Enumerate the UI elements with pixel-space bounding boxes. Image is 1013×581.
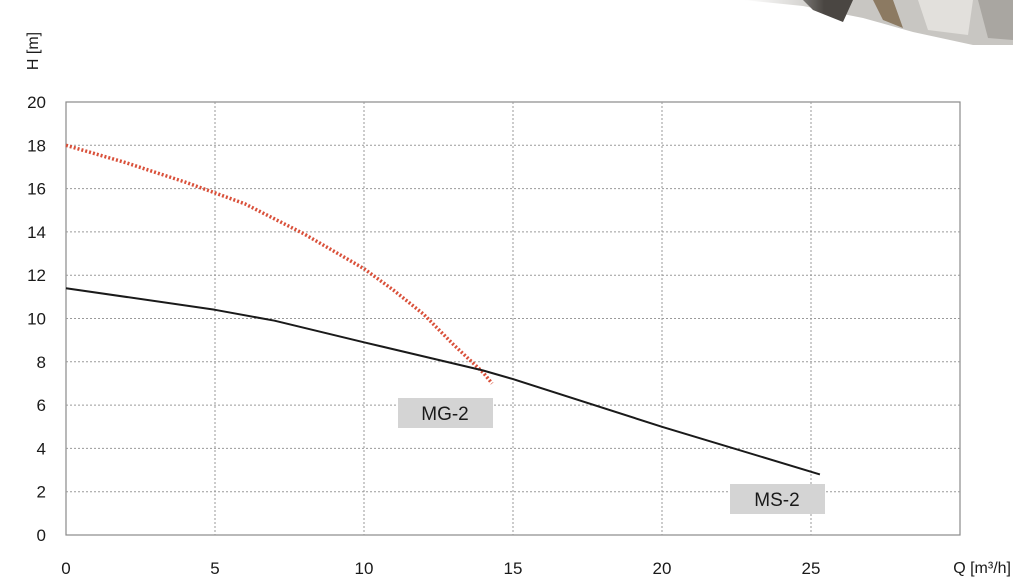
x-axis-title: Q [m³/h] — [953, 560, 1011, 577]
x-tick-label: 10 — [355, 559, 374, 578]
x-tick-label: 25 — [802, 559, 821, 578]
y-tick-labels: 0 2 4 6 8 10 12 14 16 18 20 — [27, 93, 46, 545]
y-tick-label: 2 — [37, 483, 46, 502]
series-label-mg-2-background — [398, 398, 493, 428]
y-tick-label: 16 — [27, 180, 46, 199]
y-grid-lines — [66, 144, 960, 493]
y-tick-label: 14 — [27, 223, 46, 242]
corner-photo-fragment — [743, 0, 1013, 45]
series-label-mg-2-text: MG-2 — [421, 404, 469, 425]
x-tick-label: 0 — [61, 559, 70, 578]
series-label-ms-2-background — [730, 484, 825, 514]
y-tick-label: 20 — [27, 93, 46, 112]
y-tick-label: 0 — [37, 526, 46, 545]
y-tick-label: 4 — [37, 439, 46, 458]
y-tick-label: 8 — [37, 353, 46, 372]
series-label-ms-2: MS-2 — [730, 484, 825, 514]
y-tick-label: 18 — [27, 136, 46, 155]
x-tick-labels: 0 5 10 15 20 25 — [61, 559, 820, 578]
y-axis-title: H [m] — [25, 32, 42, 70]
x-tick-label: 15 — [504, 559, 523, 578]
x-tick-label: 5 — [210, 559, 219, 578]
y-tick-label: 10 — [27, 310, 46, 329]
series-label-ms-2-text: MS-2 — [754, 490, 799, 511]
y-tick-label: 6 — [37, 396, 46, 415]
y-tick-label: 12 — [27, 266, 46, 285]
series-line-ms-2 — [65, 287, 821, 476]
x-tick-label: 20 — [653, 559, 672, 578]
series-layer — [65, 143, 821, 476]
series-line-mg-2 — [65, 143, 494, 385]
series-label-mg-2: MG-2 — [398, 398, 493, 428]
